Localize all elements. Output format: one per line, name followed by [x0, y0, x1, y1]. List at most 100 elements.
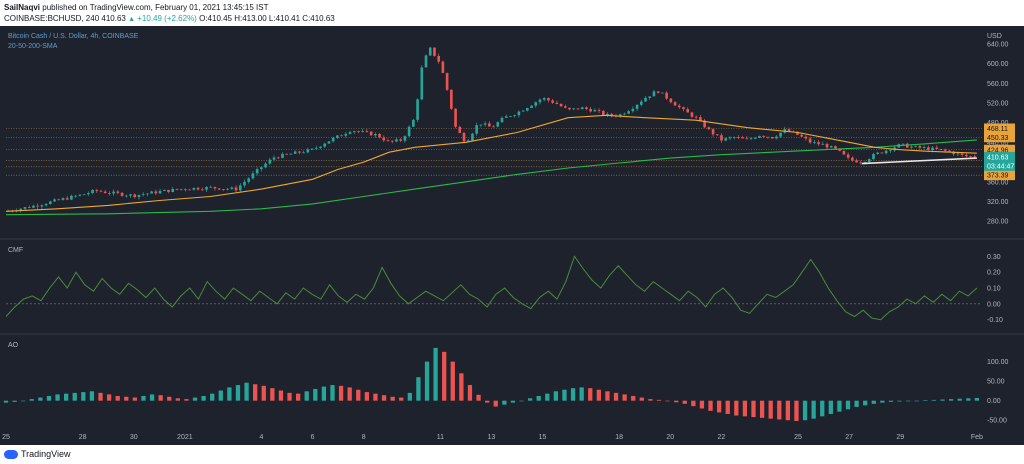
- ao-bar: [682, 400, 687, 404]
- candle-down: [699, 117, 702, 121]
- ao-bar: [321, 386, 327, 401]
- candle-up: [412, 119, 415, 127]
- footer: TradingView: [0, 445, 1024, 464]
- sma-200-line: [5, 139, 977, 216]
- candle-up: [416, 99, 419, 120]
- chart-svg[interactable]: 640.00600.00560.00520.00480.00440.00400.…: [0, 26, 1024, 445]
- candle-down: [108, 193, 111, 194]
- ao-bar: [476, 394, 481, 401]
- ao-bar: [570, 388, 576, 401]
- candle-up: [171, 188, 175, 192]
- candle-up: [572, 108, 576, 110]
- candle-up: [639, 101, 643, 105]
- indicator-label: 20-50-200-SMA: [8, 43, 58, 50]
- candle-down: [65, 198, 69, 200]
- candle-down: [960, 153, 964, 155]
- time-tick-label: 2021: [177, 434, 193, 441]
- time-tick-label: 27: [845, 434, 853, 441]
- candle-up: [129, 194, 132, 196]
- ao-bar: [424, 361, 430, 401]
- ohlc-text: O:410.45 H:413.00 L:410.41 C:410.63: [199, 14, 335, 23]
- candle-down: [927, 147, 930, 150]
- candle-down: [551, 100, 554, 103]
- ao-bar: [759, 400, 765, 418]
- level-label-box: [984, 132, 1015, 143]
- tradingview-brand[interactable]: TradingView: [4, 449, 71, 459]
- candle-up: [867, 159, 871, 162]
- time-tick-label: 22: [717, 434, 725, 441]
- ao-bar: [579, 387, 584, 401]
- ao-label: AO: [8, 342, 19, 349]
- chart-area[interactable]: 640.00600.00560.00520.00480.00440.00400.…: [0, 26, 1024, 445]
- price-tick-label: 360.00: [987, 179, 1009, 186]
- ao-bar: [270, 388, 275, 401]
- candle-down: [492, 126, 495, 128]
- ao-bar: [708, 400, 713, 411]
- candle-down: [948, 150, 951, 152]
- candle-down: [99, 190, 103, 192]
- candle-up: [264, 163, 267, 168]
- candle-up: [509, 116, 512, 118]
- ao-bar: [81, 392, 86, 401]
- ao-bar: [613, 392, 619, 401]
- ao-bar: [768, 400, 773, 419]
- level-label-box: [984, 144, 1015, 155]
- candle-down: [462, 132, 466, 142]
- ao-bar: [906, 400, 911, 402]
- candle-down: [715, 134, 719, 136]
- ao-bar: [21, 400, 26, 402]
- publish-line: SailNaqvi published on TradingView.com, …: [4, 3, 268, 12]
- ao-bar: [253, 384, 258, 401]
- candle-up: [19, 208, 23, 211]
- candle-up: [352, 131, 356, 133]
- ao-bar: [845, 400, 851, 410]
- ao-bar: [553, 391, 559, 401]
- ao-tick-label: -50.00: [987, 418, 1007, 425]
- candle-up: [306, 149, 310, 153]
- candle-down: [568, 107, 571, 110]
- ao-bar: [974, 397, 980, 401]
- candle-up: [348, 132, 352, 134]
- candle-up: [192, 187, 196, 190]
- ao-bar: [665, 400, 670, 402]
- up-triangle-icon: ▲: [128, 16, 136, 23]
- candle-down: [458, 126, 462, 133]
- candle-up: [361, 130, 365, 132]
- candle-up: [158, 190, 162, 194]
- candle-up: [53, 199, 56, 202]
- ao-bar: [871, 400, 876, 404]
- time-axis[interactable]: 25 28 30 2021 4 6 8 11 13 15 18 20 22 25 27 29 Feb: [2, 434, 983, 441]
- ascending-trendline[interactable]: [861, 157, 977, 165]
- ao-bar: [716, 400, 722, 413]
- ao-bar: [725, 400, 730, 414]
- candle-down: [880, 152, 884, 154]
- ao-bar: [699, 400, 705, 409]
- candle-down: [834, 146, 837, 149]
- ao-bar: [184, 399, 189, 401]
- ao-bar: [287, 392, 292, 401]
- candle-down: [787, 129, 791, 132]
- candle-up: [61, 198, 65, 200]
- symbol-line: COINBASE:BCHUSD, 240 410.63 ▲ +10.49 (+2…: [4, 14, 335, 23]
- candle-up: [336, 135, 339, 138]
- candle-down: [973, 156, 977, 158]
- ao-bar: [46, 395, 52, 401]
- publisher-name[interactable]: SailNaqvi: [4, 3, 41, 12]
- candle-down: [564, 106, 567, 108]
- candle-down: [665, 92, 668, 99]
- candle-up: [813, 142, 816, 143]
- ao-bar: [785, 400, 791, 421]
- candle-up: [534, 102, 538, 106]
- ao-bar: [837, 400, 842, 412]
- candle-up: [631, 108, 635, 112]
- candle-down: [694, 116, 698, 118]
- candle-down: [851, 157, 854, 161]
- ao-bar: [442, 351, 447, 401]
- candle-up: [124, 195, 128, 197]
- last-price-box: [984, 151, 1015, 171]
- candle-up: [652, 91, 656, 97]
- candle-up: [91, 189, 94, 194]
- candle-up: [483, 123, 487, 125]
- candle-down: [382, 137, 386, 141]
- ao-bar: [55, 394, 60, 401]
